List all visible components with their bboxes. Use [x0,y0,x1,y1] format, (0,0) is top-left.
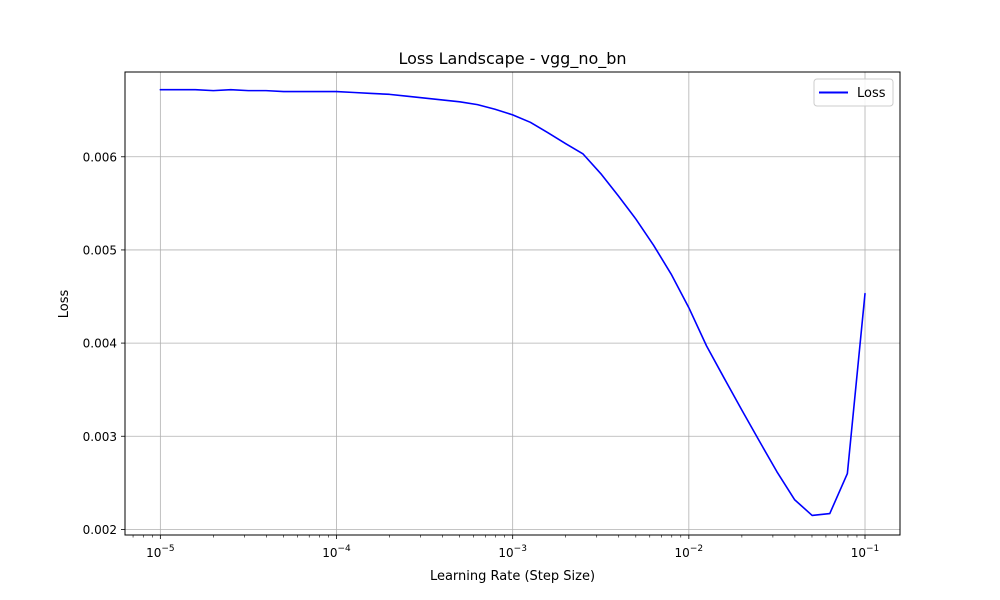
series-line-loss [159,88,866,517]
x-tick-base: 10 [851,546,866,560]
x-tick-exponent: −4 [338,544,352,554]
chart-title: Loss Landscape - vgg_no_bn [398,49,626,69]
x-axis-label: Learning Rate (Step Size) [430,569,595,584]
x-tick-label: 10−4 [322,544,351,560]
x-tick-base: 10 [675,546,690,560]
y-tick-label: 0.005 [83,243,117,257]
x-ticks: 10−5 10−4 10−3 10−2 10−1 [132,535,880,560]
x-tick-exponent: −2 [690,544,703,554]
y-ticks: 0.002 0.003 0.004 0.005 0.006 [83,150,125,537]
legend-box [813,78,894,107]
y-tick-label: 0.002 [83,523,117,537]
x-tick-base: 10 [146,546,161,560]
x-tick-label: 10−1 [851,544,880,560]
y-axis-label: Loss [57,290,72,319]
x-tick-label: 10−3 [498,544,527,560]
x-tick-base: 10 [498,546,513,560]
x-tick-base: 10 [322,546,337,560]
y-tick-label: 0.003 [83,430,117,444]
y-tick-label: 0.006 [83,150,117,164]
x-tick-label: 10−5 [146,544,175,560]
legend-label-loss: Loss [857,86,886,101]
legend: Loss [813,78,894,107]
grid-lines [125,72,900,535]
x-tick-exponent: −3 [514,544,527,554]
series-layer [159,88,866,517]
x-tick-exponent: −5 [161,544,174,554]
x-tick-exponent: −1 [866,544,879,554]
y-tick-label: 0.004 [83,337,117,351]
x-tick-label: 10−2 [675,544,704,560]
